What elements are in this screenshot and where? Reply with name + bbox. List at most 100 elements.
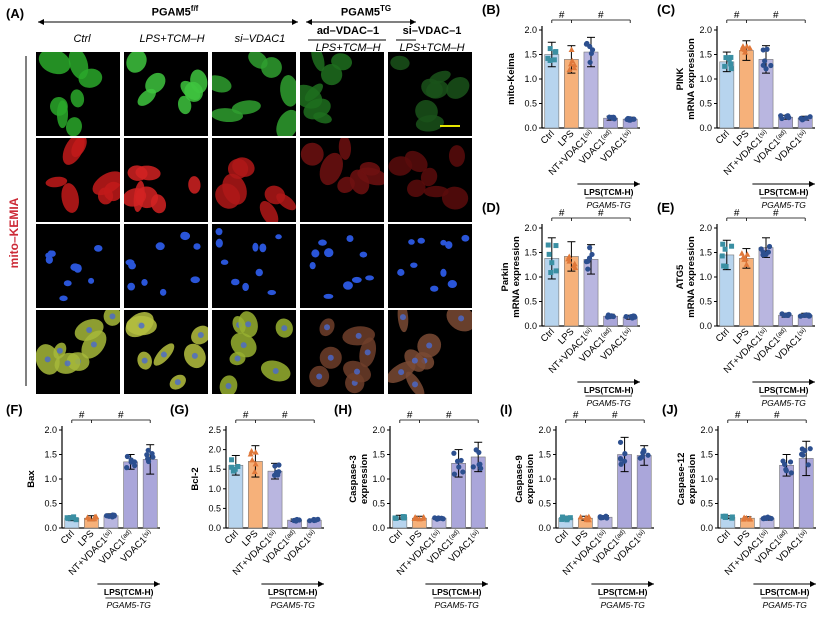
data-point (272, 463, 278, 469)
group-sublabel: PGAM5-TG (586, 200, 631, 210)
data-point (746, 44, 753, 51)
data-point (553, 243, 559, 249)
data-point (252, 460, 259, 467)
y-tick-label: 0.5 (699, 297, 712, 307)
y-axis-label: Caspase-3 (348, 455, 359, 503)
data-point (568, 46, 575, 52)
sig-mark: # (118, 410, 124, 421)
y-axis-label: PINK (675, 68, 686, 91)
y-tick-label: 0.0 (699, 321, 712, 331)
header-group-1: PGAM5f/f (151, 4, 199, 19)
data-point (451, 450, 457, 456)
sig-mark: # (282, 410, 288, 421)
data-point (248, 447, 255, 454)
group-sublabel: PGAM5-TG (270, 600, 315, 610)
sig-mark: # (735, 410, 741, 421)
data-point (249, 456, 256, 463)
sig-mark: # (734, 10, 740, 21)
column-header-5: LPS+TCM–H (399, 42, 465, 54)
y-tick-label: 1.0 (699, 272, 712, 282)
group-sublabel: PGAM5-TG (761, 200, 806, 210)
y-tick-label: 0.0 (538, 523, 551, 533)
x-tick-label: Ctrl (539, 326, 557, 344)
micrograph-merge-4 (300, 310, 384, 394)
sig-mark: # (559, 10, 565, 21)
data-point (728, 54, 734, 60)
column-header-3: si–VDAC1 (234, 33, 286, 45)
data-point (641, 449, 647, 455)
data-point (577, 513, 584, 520)
chart-e: (E) ATG5 mRNA expression 0.0 0.5 1.0 1.5 2.0 # # C… (655, 198, 823, 413)
data-point (145, 456, 151, 462)
y-tick-label: 0.0 (44, 523, 57, 533)
y-tick-label: 1.5 (538, 450, 551, 460)
column-header-4: LPS+TCM–H (315, 42, 381, 54)
y-tick-label: 1.0 (524, 74, 537, 84)
data-point (451, 471, 458, 477)
micrograph-green-3 (212, 52, 296, 136)
data-point (566, 253, 573, 259)
data-point (632, 314, 638, 320)
y-axis-label-line2: expression (359, 454, 370, 504)
y-tick-label: 1.0 (699, 74, 712, 84)
data-point (738, 250, 745, 256)
micrograph-merge-5 (388, 310, 472, 394)
data-point (562, 516, 568, 522)
data-point (760, 47, 766, 53)
data-point (545, 242, 551, 248)
group-sublabel: PGAM5-TG (761, 398, 806, 408)
data-point (604, 314, 611, 320)
data-point (470, 464, 476, 470)
data-point (434, 516, 440, 522)
data-point (546, 251, 552, 257)
y-tick-label: 2.0 (372, 425, 385, 435)
y-tick-label: 1.0 (372, 474, 385, 484)
y-tick-label: 0.5 (44, 499, 57, 509)
data-point (783, 466, 789, 473)
y-tick-label: 0.5 (372, 499, 385, 509)
data-point (571, 64, 578, 71)
y-tick-label: 1.0 (44, 474, 57, 484)
data-point (275, 472, 281, 478)
data-point (393, 515, 399, 521)
data-point (768, 62, 774, 69)
header-group-2: PGAM5TG (340, 4, 392, 19)
chart-c: (C) PINK mRNA expression 0.0 0.5 1.0 1.5 2.0 # # C… (655, 0, 823, 215)
y-axis-label-line2: expression (525, 454, 536, 504)
x-tick-label: Ctrl (387, 528, 405, 546)
data-point (805, 462, 811, 468)
chart-g: (G) Bcl-2 0.0 0.5 1.0 1.5 2.0 2.5 # # Ctrl LPS NT+VD… (164, 400, 332, 625)
data-point (307, 518, 313, 524)
sig-mark: # (734, 208, 740, 219)
panel-a-header-lines (38, 19, 416, 41)
panel-label: (B) (482, 2, 500, 17)
y-tick-label: 1.0 (524, 272, 537, 282)
data-point (583, 516, 590, 523)
micrograph-red-5 (388, 138, 472, 222)
data-point (719, 253, 725, 259)
micrograph-green-2 (124, 52, 208, 136)
x-tick-label: Ctrl (714, 128, 732, 146)
group-label: LPS(TCM-H) (104, 587, 154, 597)
data-point (742, 49, 749, 55)
y-tick-label: 1.5 (699, 50, 712, 60)
x-tick-label: Ctrl (553, 528, 571, 546)
data-point (722, 63, 728, 69)
data-point (762, 58, 768, 64)
y-axis-label: Parkin (500, 262, 511, 291)
data-point (802, 447, 808, 454)
y-tick-label: 1.5 (208, 464, 221, 474)
data-point (566, 66, 573, 73)
data-point (569, 57, 576, 64)
y-tick-label: 0.5 (699, 99, 712, 109)
data-point (73, 517, 79, 523)
data-point (412, 514, 419, 520)
data-point (460, 469, 466, 475)
chart-d: (D) Parkin mRNA expression 0.0 0.5 1.0 1.5 2.0 #… (480, 198, 648, 413)
x-tick-label: Ctrl (59, 528, 77, 546)
data-point (786, 311, 792, 317)
data-point (571, 260, 578, 267)
data-point (587, 59, 593, 65)
y-tick-label: 1.5 (699, 248, 712, 258)
data-point (124, 453, 131, 460)
